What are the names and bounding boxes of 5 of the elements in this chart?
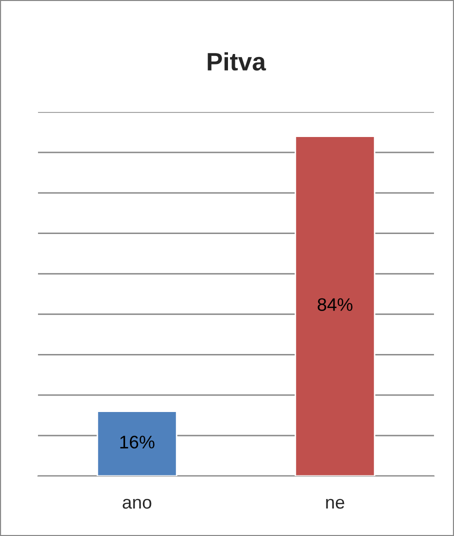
- data-label: 16%: [120, 436, 154, 448]
- x-tick-label: ano: [122, 498, 152, 509]
- chart-title: Pitva: [208, 52, 266, 71]
- data-label: 84%: [318, 298, 352, 311]
- x-tick-label: ne: [326, 498, 344, 509]
